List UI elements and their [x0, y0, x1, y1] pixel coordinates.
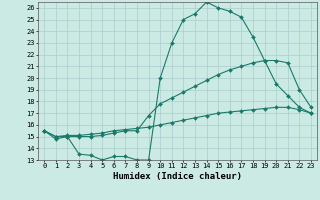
X-axis label: Humidex (Indice chaleur): Humidex (Indice chaleur)	[113, 172, 242, 181]
